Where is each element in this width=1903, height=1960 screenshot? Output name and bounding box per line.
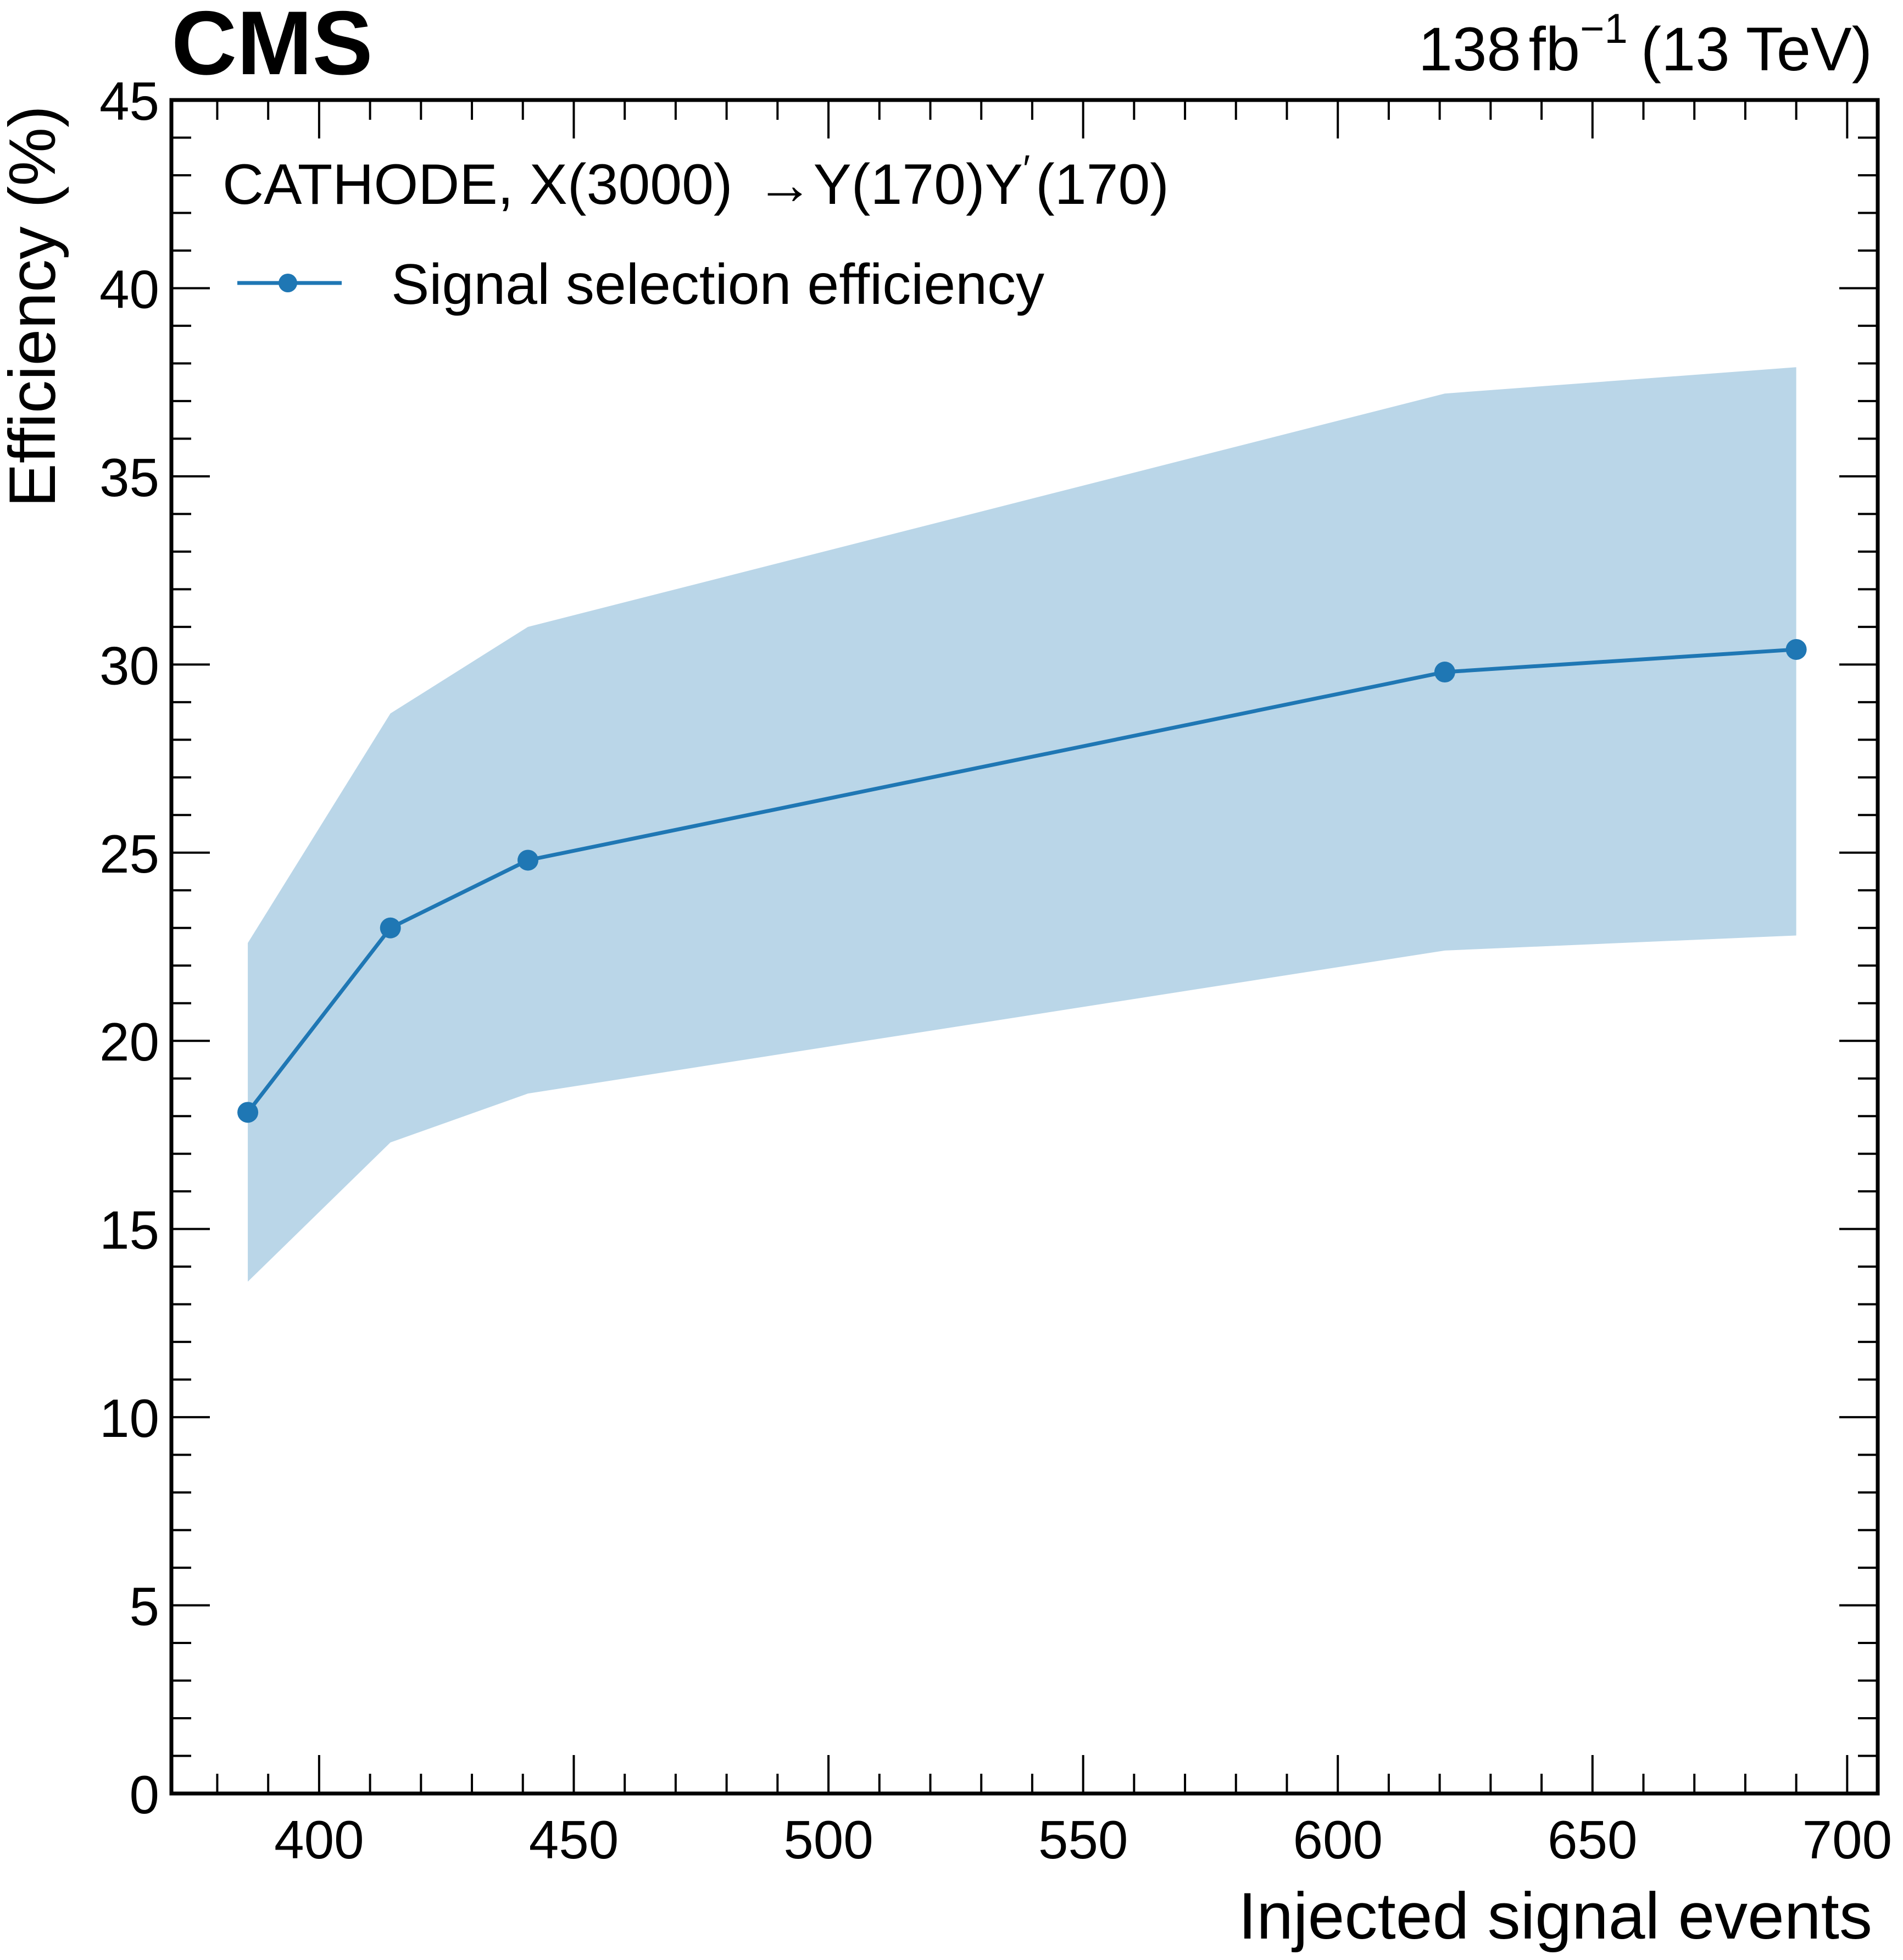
x-tick-label: 700 [1802, 1809, 1893, 1870]
legend-process-prefix: CATHODE, X(3000) [222, 153, 748, 216]
y-tick-label: 40 [99, 259, 159, 319]
y-tick-label: 0 [129, 1764, 159, 1825]
y-tick-label: 20 [99, 1012, 159, 1072]
cms-label: CMS [171, 0, 373, 93]
legend-series-label: Signal selection efficiency [391, 253, 1044, 317]
legend-process-arrow: → [756, 153, 813, 216]
x-tick-label: 400 [274, 1809, 364, 1870]
legend-process-prime: ′ [1023, 147, 1030, 190]
y-tick-label: 35 [99, 447, 159, 508]
x-tick-label: 650 [1548, 1809, 1638, 1870]
x-tick-label: 450 [529, 1809, 619, 1870]
data-point [237, 1102, 259, 1123]
y-tick-label: 30 [99, 635, 159, 696]
data-point [518, 849, 539, 871]
y-tick-label: 25 [99, 824, 159, 884]
lumi-exponent: −1 [1580, 5, 1628, 52]
data-point [1434, 662, 1455, 683]
energy-label: (13 TeV) [1641, 15, 1872, 84]
y-tick-label: 10 [99, 1388, 159, 1448]
legend-process-suffix: (170) [1036, 153, 1169, 216]
x-tick-label: 500 [783, 1809, 873, 1870]
uncertainty-band [248, 367, 1796, 1282]
lumi-value: 138 [1418, 15, 1521, 84]
axis-ticks [171, 99, 1878, 1795]
x-tick-label: 550 [1038, 1809, 1128, 1870]
x-tick-label: 600 [1293, 1809, 1383, 1870]
y-tick-label: 5 [129, 1576, 159, 1637]
tick-labels: 0 5 10 15 20 25 30 35 40 45 400 450 500 550 600 650 700 [99, 71, 1892, 1870]
lumi-unit: fb [1529, 15, 1580, 84]
data-point [380, 917, 401, 939]
y-tick-label: 15 [99, 1200, 159, 1261]
y-axis-title: Efficiency (%) [0, 106, 69, 507]
legend-process: CATHODE, X(3000) →Y(170)Y′(170) [222, 147, 1169, 216]
lumi-label: 138 fb−1 (13 TeV) [1418, 5, 1872, 84]
y-tick-label: 45 [99, 71, 159, 131]
legend-process-y: Y(170)Y [813, 153, 1023, 216]
data-points [237, 638, 1807, 1123]
data-point [1785, 638, 1807, 660]
plot-frame [169, 98, 1880, 1796]
x-axis-title: Injected signal events [1238, 1879, 1872, 1953]
legend-marker-swatch [279, 274, 297, 292]
